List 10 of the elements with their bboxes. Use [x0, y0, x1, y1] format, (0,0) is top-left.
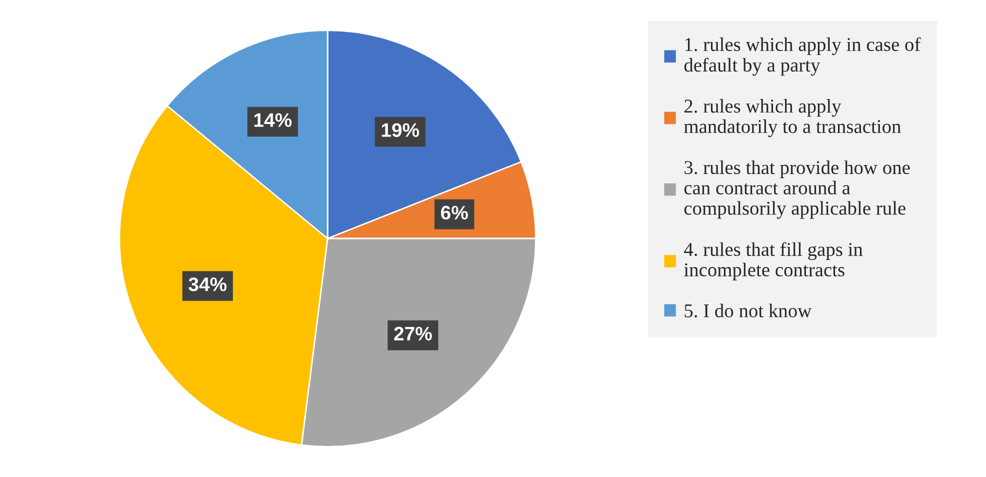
- legend-label: 2. rules which apply mandatorily to a transaction: [684, 99, 901, 138]
- data-label: 19%: [382, 123, 420, 137]
- legend-label: 1. rules which apply in case of default by a party: [684, 37, 921, 76]
- legend-label: 5. I do not know: [684, 304, 812, 318]
- legend-label: 4. rules that fill gaps in incomplete contracts: [684, 242, 863, 280]
- data-label: 27%: [394, 326, 432, 340]
- legend-label: 3. rules that provide how one can contract around a compulsorily applicable rule: [684, 160, 910, 219]
- data-label: 6%: [441, 206, 468, 220]
- data-label: 34%: [188, 277, 227, 292]
- data-label: 14%: [254, 113, 292, 127]
